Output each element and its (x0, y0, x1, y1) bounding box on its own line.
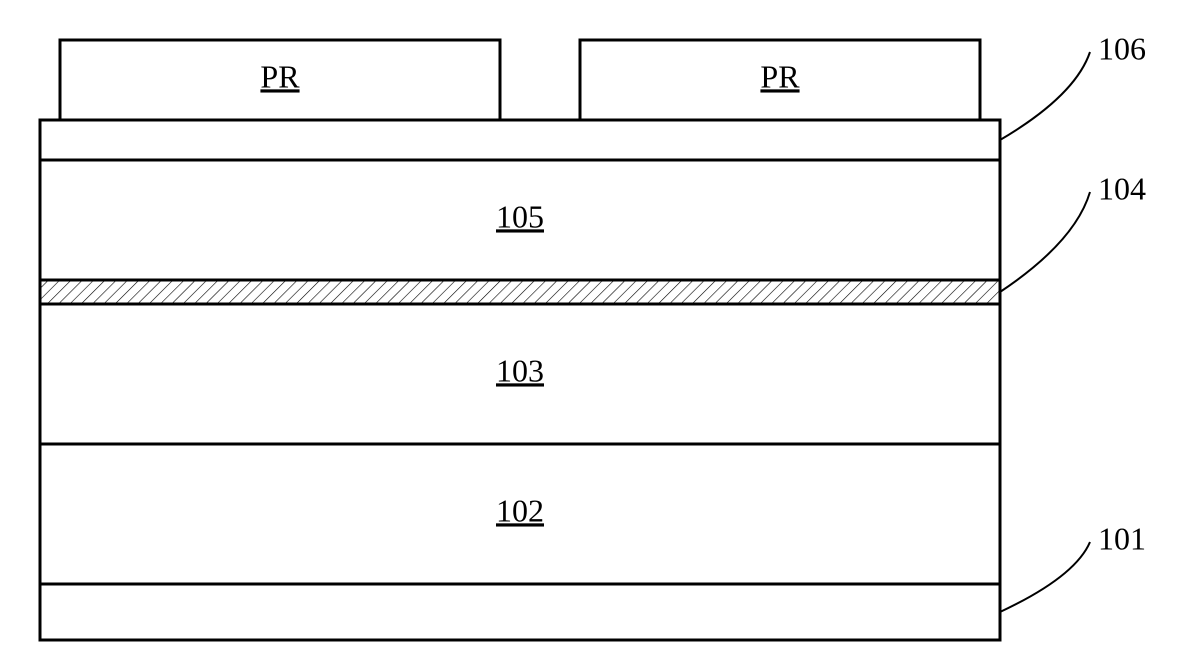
pr-label: PR (760, 58, 800, 94)
callout-101: 101 (1098, 520, 1146, 556)
layer105-label: 105 (496, 198, 544, 234)
layer106 (40, 120, 1000, 160)
callout-leader (1000, 52, 1090, 140)
layer102-label: 102 (496, 492, 544, 528)
layer-stack-diagram: 105 103 102 PR PR 106 104 101 (0, 0, 1192, 672)
callout-leader (1000, 542, 1090, 612)
layer103-label: 103 (496, 352, 544, 388)
pr-label: PR (260, 58, 300, 94)
layer104 (40, 280, 1000, 304)
callout-leader (1000, 192, 1090, 292)
layer101 (40, 584, 1000, 640)
callout-106: 106 (1098, 30, 1146, 66)
callout-104: 104 (1098, 170, 1146, 206)
